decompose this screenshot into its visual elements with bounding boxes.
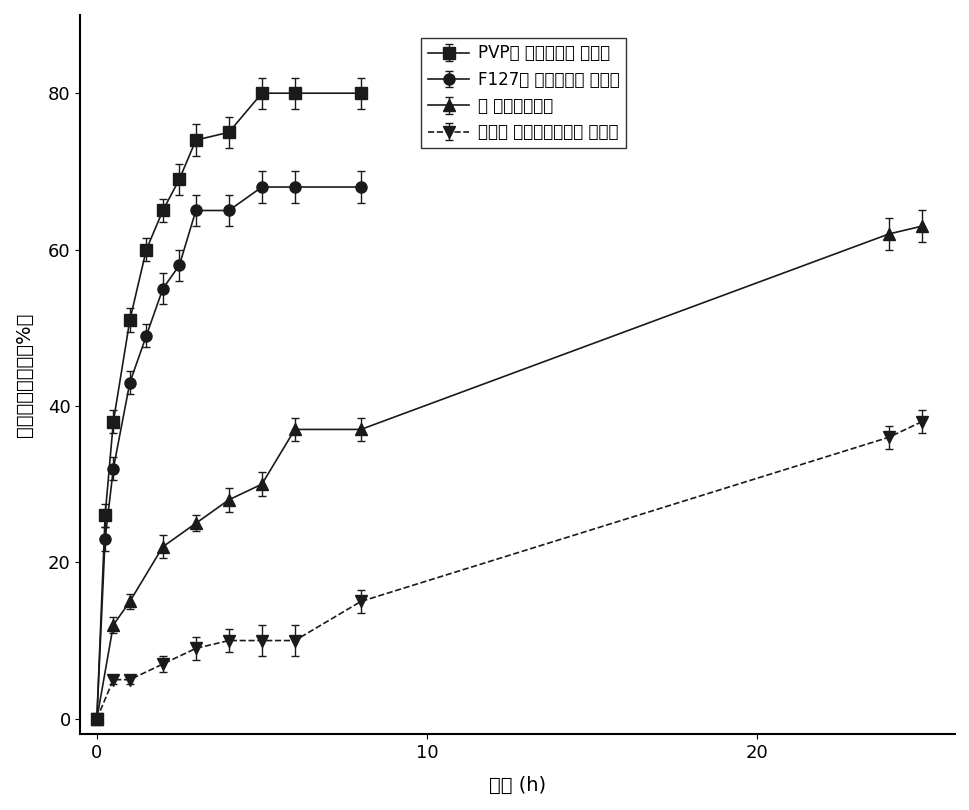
Legend: PVP速 释固体分散 体微丸, F127速 释固体分散 体微丸, 隐 丹参酮原料药, 缓释隐 丹参酮固体分散 体微丸: PVP速 释固体分散 体微丸, F127速 释固体分散 体微丸, 隐 丹参酮原料…	[421, 38, 626, 148]
Y-axis label: 累积释放百分率（%）: 累积释放百分率（%）	[15, 313, 34, 437]
X-axis label: 时间 (h): 时间 (h)	[488, 776, 546, 795]
